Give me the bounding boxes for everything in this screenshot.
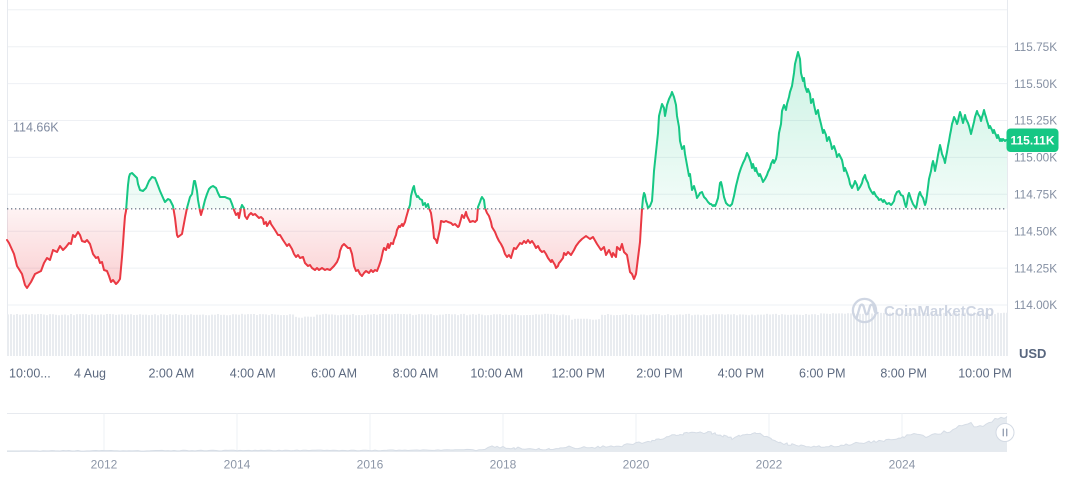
svg-text:10:00 PM: 10:00 PM (958, 367, 1012, 381)
svg-text:114.00K: 114.00K (1014, 298, 1057, 312)
svg-text:4:00 PM: 4:00 PM (718, 367, 765, 381)
svg-text:4:00 AM: 4:00 AM (230, 367, 276, 381)
svg-text:2016: 2016 (357, 458, 384, 472)
svg-text:2024: 2024 (889, 458, 916, 472)
svg-text:10:00...: 10:00... (9, 367, 51, 381)
svg-text:114.25K: 114.25K (1014, 261, 1057, 275)
svg-text:12:00 PM: 12:00 PM (551, 367, 605, 381)
svg-text:6:00 PM: 6:00 PM (799, 367, 846, 381)
svg-text:2012: 2012 (91, 458, 118, 472)
svg-text:USD: USD (1019, 346, 1046, 361)
svg-text:115.11K: 115.11K (1010, 134, 1054, 148)
svg-text:6:00 AM: 6:00 AM (311, 367, 357, 381)
svg-text:115.25K: 115.25K (1014, 114, 1057, 128)
svg-text:CoinMarketCap: CoinMarketCap (884, 303, 994, 320)
svg-text:8:00 AM: 8:00 AM (393, 367, 439, 381)
svg-text:2:00 AM: 2:00 AM (148, 367, 194, 381)
svg-text:115.75K: 115.75K (1014, 40, 1057, 54)
svg-text:114.75K: 114.75K (1014, 188, 1057, 202)
svg-text:2022: 2022 (756, 458, 783, 472)
svg-text:8:00 PM: 8:00 PM (880, 367, 927, 381)
svg-text:4 Aug: 4 Aug (74, 367, 106, 381)
svg-text:2020: 2020 (623, 458, 650, 472)
svg-text:115.50K: 115.50K (1014, 77, 1057, 91)
svg-text:2014: 2014 (224, 458, 251, 472)
svg-text:10:00 AM: 10:00 AM (470, 367, 523, 381)
svg-text:2:00 PM: 2:00 PM (636, 367, 683, 381)
svg-text:2018: 2018 (490, 458, 517, 472)
svg-text:114.50K: 114.50K (1014, 224, 1057, 238)
svg-text:115.00K: 115.00K (1014, 151, 1057, 165)
svg-text:114.66K: 114.66K (13, 121, 59, 135)
